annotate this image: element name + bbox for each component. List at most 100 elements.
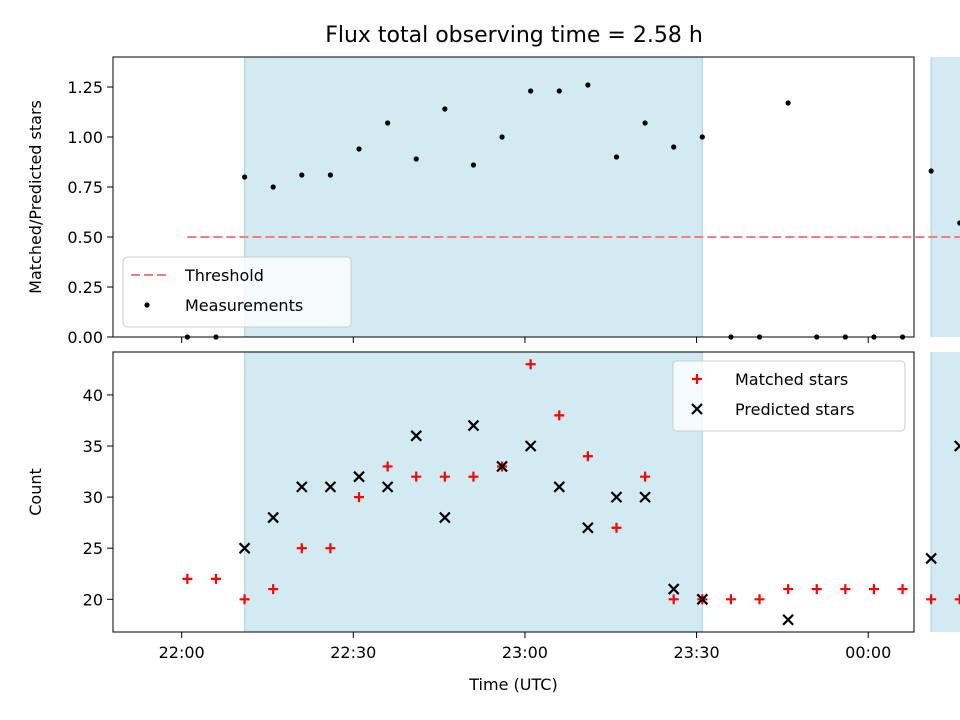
measurement-point bbox=[413, 156, 419, 162]
measurement-point bbox=[957, 220, 960, 226]
matched-star-point bbox=[725, 594, 736, 605]
predicted-star-point bbox=[553, 481, 566, 493]
predicted-star-point bbox=[410, 430, 423, 442]
legend-label: Matched stars bbox=[735, 370, 848, 389]
measurement-point bbox=[270, 184, 276, 190]
measurement-point bbox=[442, 106, 448, 112]
measurement-point bbox=[385, 120, 391, 126]
predicted-star-point bbox=[324, 481, 337, 493]
y-tick-label: 1.00 bbox=[67, 128, 103, 147]
measurement-point bbox=[642, 120, 648, 126]
matched-star-point bbox=[239, 594, 250, 605]
matched-star-point bbox=[840, 584, 851, 595]
axes-frame bbox=[112, 56, 915, 338]
y-axis-label: Matched/Predicted stars bbox=[26, 100, 45, 294]
measurement-point bbox=[613, 154, 620, 160]
measurement-point bbox=[528, 88, 534, 94]
y-tick-label: 20 bbox=[83, 590, 103, 609]
matched-star-point bbox=[411, 471, 422, 482]
y-tick-label: 0.75 bbox=[67, 178, 103, 197]
matched-star-point bbox=[582, 451, 593, 462]
y-tick-label: 0.25 bbox=[67, 278, 103, 297]
predicted-star-point bbox=[639, 491, 651, 503]
x-tick-label: 22:00 bbox=[159, 643, 205, 662]
matched-star-point bbox=[754, 594, 765, 605]
measurement-point bbox=[241, 174, 248, 180]
legend: Threshold Measurements bbox=[122, 256, 352, 328]
legend-predicted-swatch bbox=[691, 403, 703, 415]
matched-star-point bbox=[268, 584, 279, 595]
measurement-point bbox=[671, 144, 677, 150]
legend: Matched stars Predicted stars bbox=[672, 360, 906, 432]
matched-star-point bbox=[611, 522, 622, 533]
measurement-point bbox=[585, 82, 591, 88]
observing-window-shade bbox=[244, 352, 703, 632]
measurement-point bbox=[928, 168, 934, 174]
y-tick-label: 0.50 bbox=[67, 228, 103, 247]
matched-star-point bbox=[325, 543, 336, 554]
matched-star-point bbox=[811, 584, 822, 595]
predicted-star-point bbox=[667, 583, 680, 595]
axes-frame bbox=[112, 351, 915, 633]
x-axis-label: Time (UTC) bbox=[468, 675, 557, 694]
matched-star-point bbox=[640, 471, 651, 482]
measurement-point bbox=[556, 88, 562, 94]
predicted-star-point bbox=[267, 511, 279, 524]
measurement-point bbox=[470, 162, 477, 168]
predicted-star-point bbox=[610, 491, 623, 503]
legend-label: Predicted stars bbox=[735, 400, 855, 419]
matched-star-point bbox=[354, 492, 365, 503]
chart-title: Flux total observing time = 2.58 h bbox=[325, 23, 703, 48]
predicted-star-point bbox=[467, 419, 480, 432]
matched-star-point bbox=[382, 461, 393, 472]
bottom-panel-counts: 20 25 30 35 40 Count 22:00 22:30 23:00 23:30 00:00… bbox=[26, 351, 960, 694]
predicted-star-point bbox=[439, 511, 451, 524]
matched-star-point bbox=[783, 584, 794, 595]
x-tick-label: 23:00 bbox=[502, 643, 548, 662]
predicted-star-point bbox=[696, 593, 709, 606]
matched-star-point bbox=[868, 584, 879, 595]
legend-box bbox=[122, 256, 352, 328]
predicted-star-point bbox=[296, 481, 308, 493]
measurement-point bbox=[785, 100, 791, 106]
y-tick-label: 35 bbox=[83, 437, 103, 456]
predicted-star-point bbox=[353, 470, 365, 483]
matched-star-point bbox=[182, 573, 193, 584]
predicted-star-point bbox=[496, 460, 508, 473]
measurement-point bbox=[327, 172, 334, 178]
matched-star-point bbox=[468, 471, 479, 482]
observing-window-shade bbox=[931, 57, 960, 337]
y-axis-label: Count bbox=[26, 468, 45, 516]
y-tick-label: 30 bbox=[83, 488, 103, 507]
matched-star-point bbox=[525, 359, 536, 370]
predicted-star-point bbox=[782, 613, 794, 626]
matched-star-point bbox=[554, 410, 565, 421]
x-tick-label: 23:30 bbox=[674, 643, 720, 662]
y-tick-label: 1.25 bbox=[67, 78, 103, 97]
measurement-point bbox=[499, 134, 505, 140]
observing-window-shade bbox=[931, 352, 960, 632]
matched-star-point bbox=[210, 573, 221, 584]
legend-matched-swatch bbox=[692, 374, 702, 384]
y-tick-label: 40 bbox=[83, 386, 103, 405]
legend-label: Measurements bbox=[185, 296, 303, 315]
predicted-star-point bbox=[582, 521, 594, 534]
predicted-star-point bbox=[238, 542, 251, 554]
y-tick-label: 0.00 bbox=[67, 328, 103, 347]
y-tick-label: 25 bbox=[83, 539, 103, 558]
predicted-star-point bbox=[381, 481, 394, 493]
top-panel-ratio: 0.00 0.25 0.50 0.75 1.00 1.25 Matched/Predicte… bbox=[26, 56, 960, 347]
matched-star-point bbox=[897, 584, 908, 595]
legend-measurement-swatch bbox=[144, 302, 150, 308]
measurement-point bbox=[356, 146, 362, 152]
measurement-point bbox=[699, 134, 705, 140]
measurement-point bbox=[299, 172, 305, 178]
x-tick-label: 00:00 bbox=[845, 643, 891, 662]
legend-box bbox=[672, 360, 906, 432]
matched-star-point bbox=[439, 471, 450, 482]
matched-star-point bbox=[296, 543, 307, 554]
predicted-star-point bbox=[524, 440, 537, 452]
legend-label: Threshold bbox=[184, 266, 264, 285]
matched-star-point bbox=[668, 594, 679, 605]
